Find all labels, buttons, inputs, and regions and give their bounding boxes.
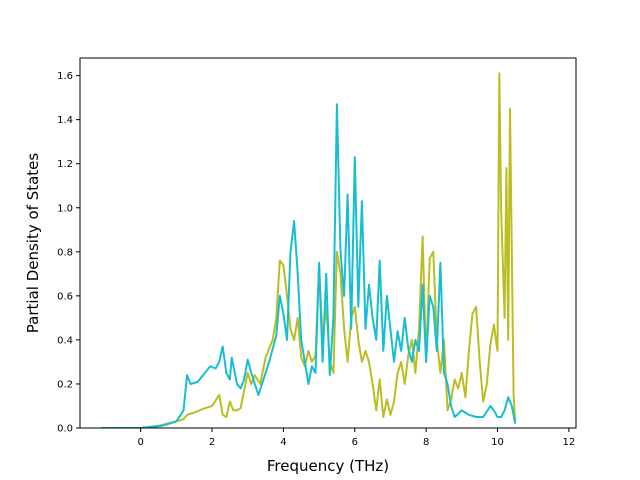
- y-tick-label: 1.2: [57, 159, 73, 170]
- x-tick-label: 2: [209, 437, 215, 448]
- y-tick-label: 1.0: [57, 203, 73, 214]
- y-tick-label: 0.4: [57, 335, 73, 346]
- x-tick-label: 12: [562, 437, 575, 448]
- y-axis-ticks: 0.0 0.2 0.4 0.6 0.8 1.0 1.2 1.4 1.6: [57, 71, 80, 435]
- y-tick-label: 0.0: [57, 424, 73, 435]
- x-tick-label: 10: [491, 437, 504, 448]
- y-tick-label: 0.8: [57, 247, 73, 258]
- x-tick-label: 0: [137, 437, 143, 448]
- y-tick-label: 0.6: [57, 291, 73, 302]
- x-axis-label: Frequency (THz): [267, 457, 389, 475]
- axes-frame: [79, 57, 577, 429]
- y-tick-label: 1.6: [57, 71, 73, 82]
- x-tick-label: 6: [352, 437, 358, 448]
- x-axis-ticks: 0 2 4 6 8 10 12: [137, 428, 575, 448]
- y-tick-label: 0.2: [57, 379, 73, 390]
- x-tick-label: 4: [280, 437, 286, 448]
- plot-lines: [101, 72, 517, 428]
- series-line-2: [101, 103, 517, 428]
- x-tick-label: 8: [423, 437, 429, 448]
- y-tick-label: 1.4: [57, 115, 73, 126]
- y-axis-label: Partial Density of States: [24, 153, 42, 334]
- series-line-1: [101, 72, 517, 428]
